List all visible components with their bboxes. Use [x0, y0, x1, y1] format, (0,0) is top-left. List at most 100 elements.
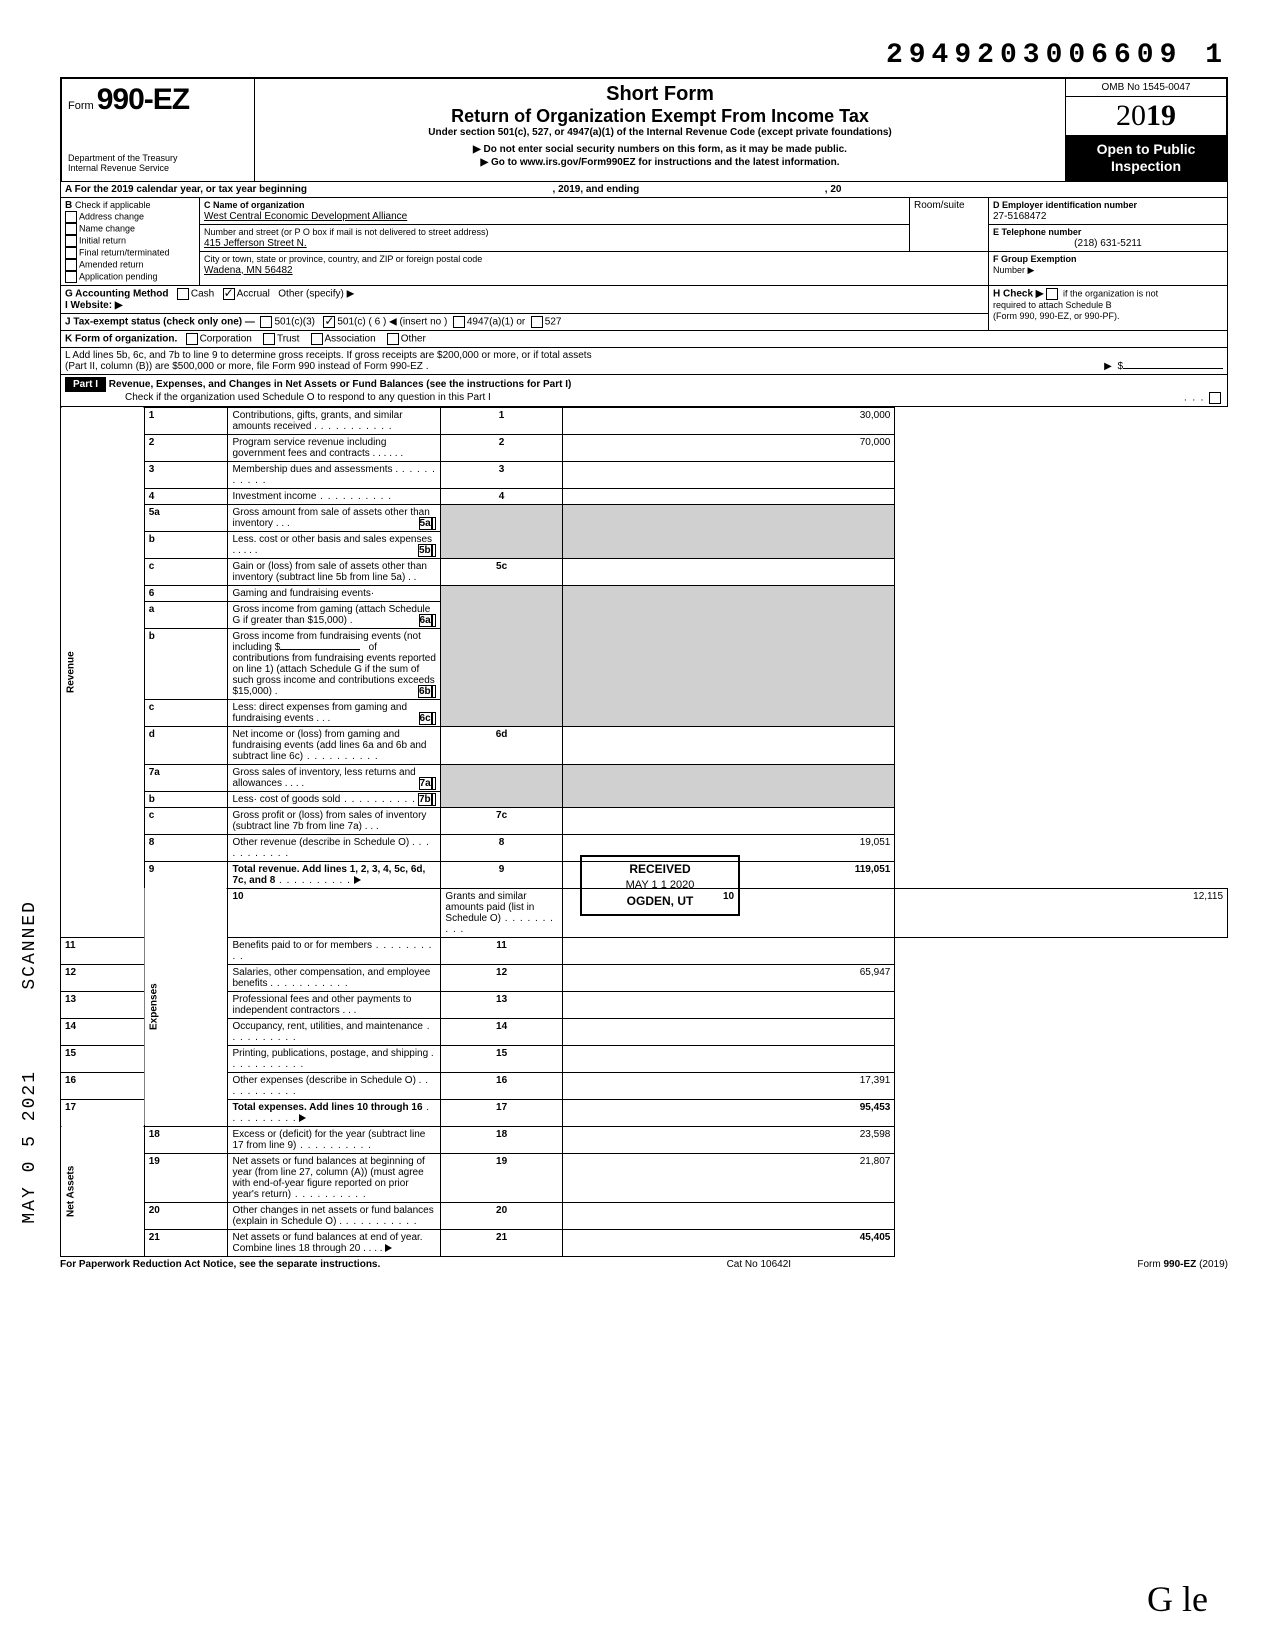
- line-11-box: 11: [441, 937, 562, 964]
- line-3-box: 3: [441, 461, 562, 488]
- line-9-no: 9: [144, 861, 228, 888]
- line-12-box: 12: [441, 964, 562, 991]
- line-7a-desc: Gross sales of inventory, less returns a…: [228, 764, 441, 791]
- line-16-val: 17,391: [562, 1072, 895, 1099]
- cb-501c3[interactable]: [260, 316, 272, 328]
- goto-link: ▶ Go to www.irs.gov/Form990EZ for instru…: [263, 157, 1057, 168]
- line-19-box: 19: [441, 1153, 562, 1202]
- line-7b-shade: [441, 791, 562, 807]
- line-5c-box: 5c: [441, 558, 562, 585]
- line-8-no: 8: [144, 834, 228, 861]
- line-3-desc: Membership dues and assessments .: [228, 461, 441, 488]
- line-6b-no: b: [144, 628, 228, 699]
- line-5a-no: 5a: [144, 504, 228, 531]
- line-5a-minibox: 5a: [419, 517, 432, 530]
- line-6c-minibox: 6c: [419, 712, 432, 725]
- cb-address-change[interactable]: [65, 211, 77, 223]
- footer-cat: Cat No 10642I: [727, 1259, 792, 1270]
- line-7b-minival: [432, 793, 437, 806]
- line-1-val: 30,000: [562, 407, 895, 434]
- line-2-no: 2: [144, 434, 228, 461]
- form-label: Form: [68, 100, 94, 112]
- netassets-label: Net Assets: [61, 1126, 145, 1256]
- line-4-val: [562, 488, 895, 504]
- line-4-box: 4: [441, 488, 562, 504]
- cb-pending[interactable]: [65, 271, 77, 283]
- row-g-i: G Accounting Method Cash Accrual Other (…: [61, 285, 989, 313]
- line-6b-desc: Gross income from fundraising events (no…: [228, 628, 441, 699]
- line-5b-desc: Less. cost or other basis and sales expe…: [228, 531, 441, 558]
- row-l: L Add lines 5b, 6c, and 7b to line 9 to …: [61, 347, 1228, 374]
- line-12-val: 65,947: [562, 964, 895, 991]
- line-11-val: [562, 937, 895, 964]
- line-14-desc: Occupancy, rent, utilities, and maintena…: [228, 1018, 441, 1045]
- line-5b-minibox: 5b: [418, 544, 432, 557]
- dept-treasury: Department of the Treasury: [68, 153, 248, 163]
- cb-501c[interactable]: [323, 316, 335, 328]
- line-16-box: 16: [441, 1072, 562, 1099]
- line-7b-desc: Less· cost of goods sold 7b: [228, 791, 441, 807]
- initials: G le: [1147, 1578, 1208, 1620]
- row-a: A For the 2019 calendar year, or tax yea…: [61, 181, 1228, 197]
- line-17-val: 95,453: [562, 1099, 895, 1126]
- footer-form: Form 990-EZ (2019): [1137, 1259, 1228, 1270]
- line-7a-minibox: 7a: [419, 777, 432, 790]
- ssn-warning: ▶ Do not enter social security numbers o…: [263, 144, 1057, 155]
- cb-amended[interactable]: [65, 259, 77, 271]
- subtitle: Under section 501(c), 527, or 4947(a)(1)…: [263, 127, 1057, 138]
- line-5a-desc: Gross amount from sale of assets other t…: [228, 504, 441, 531]
- line-7a-shade: [441, 764, 562, 791]
- cb-name-change[interactable]: [65, 223, 77, 235]
- line-7c-box: 7c: [441, 807, 562, 834]
- line-17-desc: Total expenses. Add lines 10 through 16: [228, 1099, 441, 1126]
- line-21-desc: Net assets or fund balances at end of ye…: [228, 1229, 441, 1256]
- line-17-no: 17: [61, 1099, 145, 1126]
- line-7a-shadeval: [562, 764, 895, 791]
- line-14-box: 14: [441, 1018, 562, 1045]
- line-5a-shade: [441, 504, 562, 531]
- cb-cash[interactable]: [177, 288, 189, 300]
- line-11-no: 11: [61, 937, 145, 964]
- cb-accrual[interactable]: [223, 288, 235, 300]
- line-5c-no: c: [144, 558, 228, 585]
- line-2-desc: Program service revenue including govern…: [228, 434, 441, 461]
- cb-other[interactable]: [387, 333, 399, 345]
- section-c: C Name of organization West Central Econ…: [200, 197, 910, 224]
- line-5c-desc: Gain or (loss) from sale of assets other…: [228, 558, 441, 585]
- line-21-val: 45,405: [562, 1229, 895, 1256]
- cb-corp[interactable]: [186, 333, 198, 345]
- cb-4947[interactable]: [453, 316, 465, 328]
- cb-trust[interactable]: [263, 333, 275, 345]
- line-9-desc: Total revenue. Add lines 1, 2, 3, 4, 5c,…: [228, 861, 441, 888]
- section-h: H Check ▶ if the organization is not req…: [989, 285, 1228, 330]
- line-18-no: 18: [144, 1126, 228, 1153]
- cb-assoc[interactable]: [311, 333, 323, 345]
- section-b: B Check if applicable Address change Nam…: [61, 197, 200, 285]
- line-7c-desc: Gross profit or (loss) from sales of inv…: [228, 807, 441, 834]
- line-18-val: 23,598: [562, 1126, 895, 1153]
- line-7b-minibox: 7b: [418, 793, 432, 806]
- line-5c-val: [562, 558, 895, 585]
- line-6a-minibox: 6a: [419, 614, 432, 627]
- line-6b-shade: [441, 628, 562, 699]
- line-20-no: 20: [144, 1202, 228, 1229]
- line-6d-box: 6d: [441, 726, 562, 764]
- line-7c-val: [562, 807, 895, 834]
- line-1-box: 1: [441, 407, 562, 434]
- line-17-box: 17: [441, 1099, 562, 1126]
- cb-initial-return[interactable]: [65, 235, 77, 247]
- street-address: Number and street (or P O box if mail is…: [200, 224, 910, 251]
- line-7b-shadeval: [562, 791, 895, 807]
- cb-final-return[interactable]: [65, 247, 77, 259]
- line-8-box: 8: [441, 834, 562, 861]
- line-13-val: [562, 991, 895, 1018]
- cb-527[interactable]: [531, 316, 543, 328]
- cb-sched-o[interactable]: [1209, 392, 1221, 404]
- line-11-desc: Benefits paid to or for members: [228, 937, 441, 964]
- cb-sched-b[interactable]: [1046, 288, 1058, 300]
- line-15-no: 15: [61, 1045, 145, 1072]
- city-state: City or town, state or province, country…: [200, 251, 989, 285]
- line-5a-shadeval: [562, 504, 895, 531]
- line-6b-shadeval: [562, 628, 895, 699]
- line-7a-minival: [432, 777, 437, 790]
